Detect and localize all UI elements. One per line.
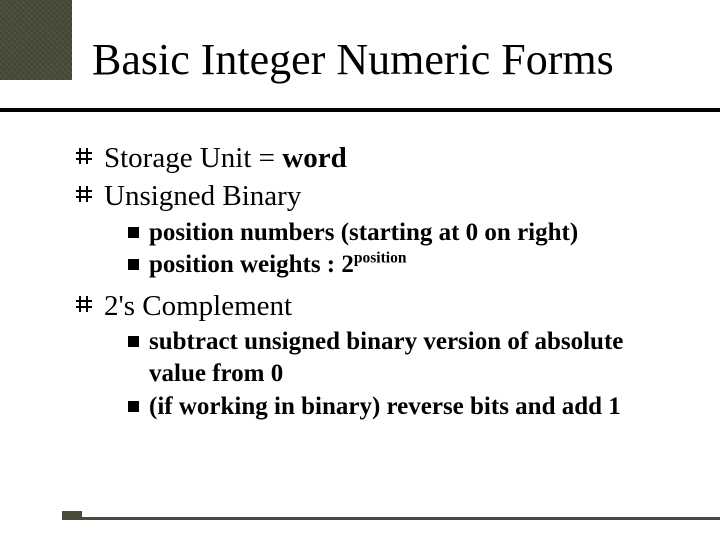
square-bullet-icon bbox=[128, 336, 139, 347]
sub-text: subtract unsigned binary version of abso… bbox=[149, 326, 684, 391]
slide-title: Basic Integer Numeric Forms bbox=[92, 34, 614, 85]
sub-bullet: subtract unsigned binary version of abso… bbox=[128, 326, 684, 391]
sub-text: position weights : 2position bbox=[149, 249, 406, 282]
sub-list-unsigned: position numbers (starting at 0 on right… bbox=[128, 217, 684, 282]
square-bullet-icon bbox=[128, 401, 139, 412]
title-underline bbox=[0, 108, 720, 112]
bullet-twos-complement: 2's Complement bbox=[74, 288, 684, 324]
square-bullet-icon bbox=[128, 227, 139, 238]
footer-line bbox=[72, 517, 720, 520]
weights-pre: position weights : 2 bbox=[149, 251, 354, 278]
text-pre: Storage Unit = bbox=[104, 142, 282, 174]
bullet-text: Unsigned Binary bbox=[104, 178, 301, 214]
hash-bullet-icon bbox=[74, 185, 96, 207]
square-bullet-icon bbox=[128, 259, 139, 270]
bullet-storage-unit: Storage Unit = word bbox=[74, 140, 684, 176]
sub-bullet: position weights : 2position bbox=[128, 249, 684, 282]
sub-list-twos: subtract unsigned binary version of abso… bbox=[128, 326, 684, 424]
bullet-text: 2's Complement bbox=[104, 288, 292, 324]
bullet-text: Storage Unit = word bbox=[104, 140, 347, 176]
content-area: Storage Unit = word Unsigned Binary posi… bbox=[74, 140, 684, 429]
sub-bullet: position numbers (starting at 0 on right… bbox=[128, 217, 684, 250]
sub-bullet: (if working in binary) reverse bits and … bbox=[128, 391, 684, 424]
sub-text: (if working in binary) reverse bits and … bbox=[149, 391, 621, 424]
text-bold: word bbox=[282, 142, 346, 174]
hash-bullet-icon bbox=[74, 295, 96, 317]
bullet-unsigned-binary: Unsigned Binary bbox=[74, 178, 684, 214]
hash-bullet-icon bbox=[74, 147, 96, 169]
sub-text: position numbers (starting at 0 on right… bbox=[149, 217, 578, 250]
weights-sup: position bbox=[354, 250, 407, 267]
corner-decoration bbox=[0, 0, 72, 80]
